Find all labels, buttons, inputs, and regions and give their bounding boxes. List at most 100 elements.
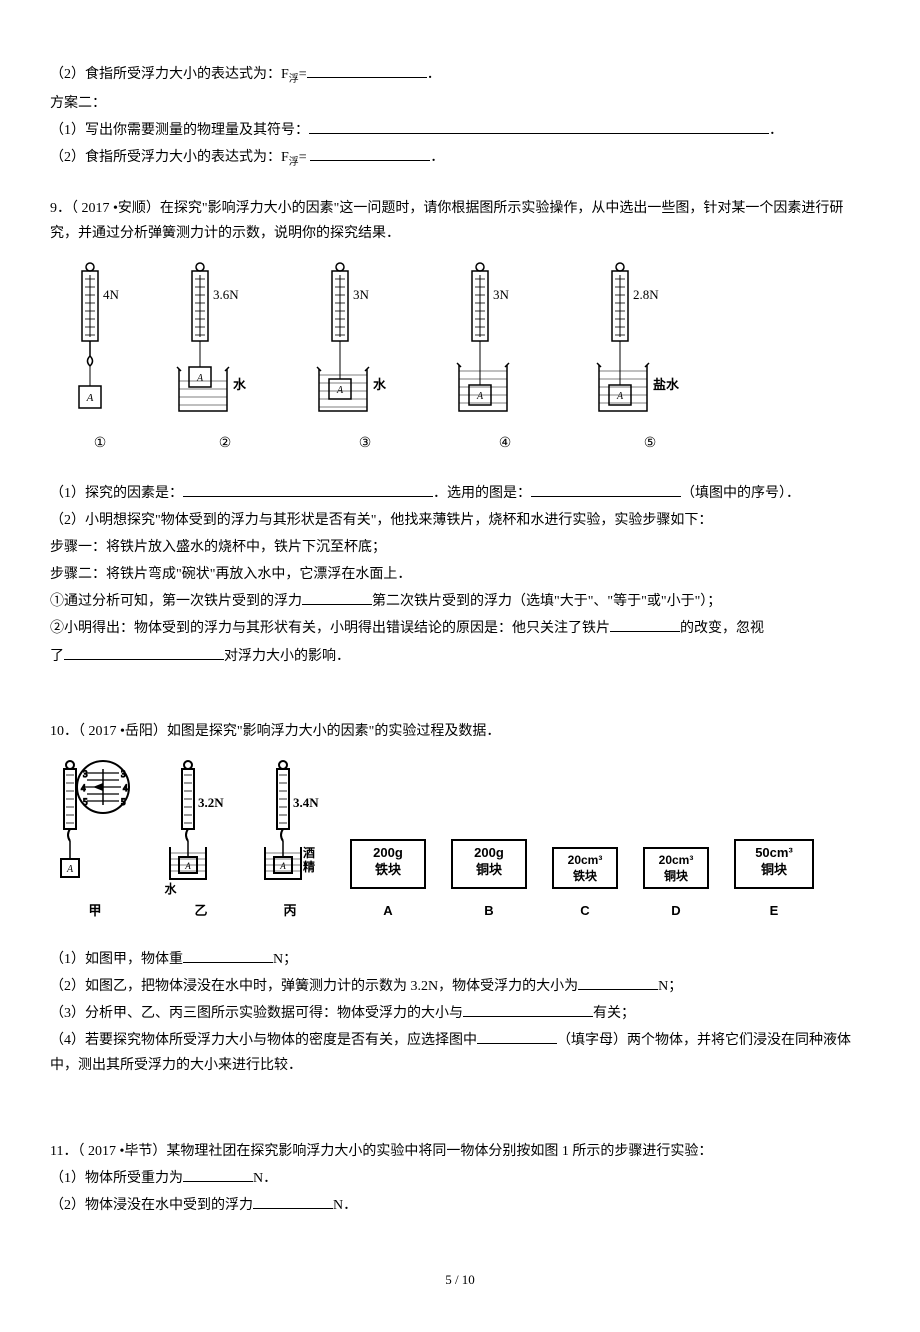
q10-label-jia: 甲 bbox=[88, 899, 101, 922]
q10-p2-b: N； bbox=[658, 979, 682, 994]
blank bbox=[310, 146, 430, 161]
q9-p1-c: （填图中的序号）． bbox=[681, 486, 800, 501]
block-l1: 50cm³ bbox=[744, 845, 804, 862]
q8-l3-end: ． bbox=[430, 150, 444, 165]
svg-text:3N: 3N bbox=[493, 287, 510, 302]
blank bbox=[302, 590, 372, 605]
q10-diagram-row: A 33 44 55 甲 A 3.2N bbox=[55, 759, 870, 923]
block-l1: 20cm³ bbox=[562, 853, 608, 869]
q8-l2-end: ． bbox=[769, 123, 783, 138]
block-letter: E bbox=[770, 899, 779, 922]
q9-p1-a: （1）探究的因素是： bbox=[50, 486, 183, 501]
blank bbox=[578, 975, 658, 990]
q8-l3-prefix: （2）食指所受浮力大小的表达式为：F bbox=[50, 150, 289, 165]
page-number: 5 / 10 bbox=[50, 1268, 870, 1291]
q9-diag-1: A 4N ① bbox=[65, 261, 135, 456]
svg-text:A: A bbox=[476, 391, 484, 402]
q8-plan2: 方案二： bbox=[50, 91, 870, 116]
svg-text:3N: 3N bbox=[353, 287, 370, 302]
q11-p1-text: （1）物体所受重力为 bbox=[50, 1171, 183, 1186]
q9-p1-b: ．选用的图是： bbox=[433, 486, 531, 501]
blank bbox=[183, 948, 273, 963]
q10-p2: （2）如图乙，把物体浸没在水中时，弹簧测力计的示数为 3.2N，物体受浮力的大小… bbox=[50, 974, 870, 999]
svg-text:酒: 酒 bbox=[303, 846, 315, 860]
blank bbox=[463, 1002, 593, 1017]
q11-p1: （1）物体所受重力为N． bbox=[50, 1166, 870, 1191]
q9-diag-2: A 3.6N 水 ② bbox=[175, 261, 275, 456]
spring-scale-beaker-icon: A 3.2N bbox=[160, 759, 230, 889]
spring-scale-beaker-icon: A 3N 水 bbox=[315, 261, 415, 421]
svg-text:3.6N: 3.6N bbox=[213, 287, 239, 302]
q9-sub1-b: 第二次铁片受到的浮力（选填"大于"、"等于"或"小于"）； bbox=[372, 594, 721, 609]
q9-p2: （2）小明想探究"物体受到的浮力与其形状是否有关"，他找来薄铁片，烧杯和水进行实… bbox=[50, 508, 870, 533]
q8-line3: （2）食指所受浮力大小的表达式为：F浮= ． bbox=[50, 145, 870, 172]
q8-line1: （2）食指所受浮力大小的表达式为：F浮=． bbox=[50, 62, 870, 89]
q10-p1-text: （1）如图甲，物体重 bbox=[50, 952, 183, 967]
svg-text:3: 3 bbox=[83, 769, 88, 779]
q10-block-e: 50cm³ 铜块 E bbox=[734, 839, 814, 922]
svg-text:精: 精 bbox=[303, 859, 315, 874]
mass-block: 50cm³ 铜块 bbox=[734, 839, 814, 889]
block-l2: 铁块 bbox=[562, 869, 608, 885]
mass-block: 200g 铜块 bbox=[451, 839, 527, 889]
svg-text:A: A bbox=[336, 385, 344, 396]
q9-step1: 步骤一：将铁片放入盛水的烧杯中，铁片下沉至杯底； bbox=[50, 535, 870, 560]
q10-label-yi: 水乙 bbox=[182, 899, 207, 923]
mass-block: 20cm³ 铜块 bbox=[643, 847, 709, 889]
mass-block: 20cm³ 铁块 bbox=[552, 847, 618, 889]
blank bbox=[183, 482, 433, 497]
spring-scale-zoom-icon: A 33 44 55 bbox=[55, 759, 135, 889]
q10-header: 10．（ 2017 •岳阳）如图是探究"影响浮力大小的因素"的实验过程及数据． bbox=[50, 719, 870, 744]
q9-sub2-c: 了 bbox=[50, 649, 64, 664]
svg-text:3: 3 bbox=[121, 769, 126, 779]
q10-label-bing: 丙 bbox=[283, 899, 296, 922]
spring-scale-icon: A 4N bbox=[65, 261, 135, 421]
q8-l1-suf: = bbox=[299, 67, 307, 82]
svg-text:水: 水 bbox=[373, 377, 387, 392]
spring-scale-beaker-icon: A 3.6N 水 bbox=[175, 261, 275, 421]
svg-text:5: 5 bbox=[121, 797, 126, 807]
q8-l1-sub: 浮 bbox=[289, 74, 299, 85]
q10-p3-a: （3）分析甲、乙、丙三图所示实验数据可得：物体受浮力的大小与 bbox=[50, 1006, 463, 1021]
svg-text:盐水: 盐水 bbox=[653, 377, 680, 392]
mass-block: 200g 铁块 bbox=[350, 839, 426, 889]
q9-p1: （1）探究的因素是： ．选用的图是： （填图中的序号）． bbox=[50, 481, 870, 506]
svg-text:3.4N: 3.4N bbox=[293, 795, 319, 810]
q10-p1: （1）如图甲，物体重 N； bbox=[50, 947, 870, 972]
q10-p1-end: N； bbox=[273, 952, 297, 967]
spring-scale-beaker-icon: A 3N bbox=[455, 261, 555, 421]
blank bbox=[183, 1167, 253, 1182]
q8-l3-suf: = bbox=[299, 150, 310, 165]
blank bbox=[253, 1194, 333, 1209]
svg-text:A: A bbox=[616, 391, 624, 402]
block-letter: A bbox=[383, 899, 392, 922]
q10-diag-bing: A 3.4N 酒 精 丙 bbox=[255, 759, 325, 922]
block-l2: 铜块 bbox=[653, 869, 699, 885]
q8-l3-sub: 浮 bbox=[289, 157, 299, 168]
block-letter: C bbox=[580, 899, 589, 922]
q9-sub2-b: 的改变，忽视 bbox=[680, 621, 764, 636]
svg-text:4: 4 bbox=[123, 783, 128, 793]
q10-p3: （3）分析甲、乙、丙三图所示实验数据可得：物体受浮力的大小与有关； bbox=[50, 1001, 870, 1026]
block-l1: 200g bbox=[461, 845, 517, 862]
q9-num-5: ⑤ bbox=[644, 431, 657, 456]
spring-scale-beaker-icon: A 2.8N 盐水 bbox=[595, 261, 705, 421]
q9-diag-4: A 3N ④ bbox=[455, 261, 555, 456]
svg-text:4N: 4N bbox=[103, 287, 120, 302]
svg-text:3.2N: 3.2N bbox=[198, 795, 224, 810]
q9-num-3: ③ bbox=[359, 431, 372, 456]
q11-p2-end: N． bbox=[333, 1198, 357, 1213]
q9-sub2: ②小明得出：物体受到的浮力与其形状有关，小明得出错误结论的原因是：他只关注了铁片… bbox=[50, 616, 870, 641]
q10-p2-a: （2）如图乙，把物体浸没在水中时，弹簧测力计的示数为 3.2N，物体受浮力的大小… bbox=[50, 979, 578, 994]
blank bbox=[477, 1029, 557, 1044]
q11-p2: （2）物体浸没在水中受到的浮力N． bbox=[50, 1193, 870, 1218]
q10-block-c: 20cm³ 铁块 C bbox=[552, 847, 618, 922]
q9-num-2: ② bbox=[219, 431, 232, 456]
svg-text:A: A bbox=[196, 373, 204, 384]
q10-block-d: 20cm³ 铜块 D bbox=[643, 847, 709, 922]
block-l2: 铁块 bbox=[360, 862, 416, 879]
blank bbox=[531, 482, 681, 497]
q9-num-4: ④ bbox=[499, 431, 512, 456]
q9-diag-3: A 3N 水 ③ bbox=[315, 261, 415, 456]
blank bbox=[309, 119, 769, 134]
